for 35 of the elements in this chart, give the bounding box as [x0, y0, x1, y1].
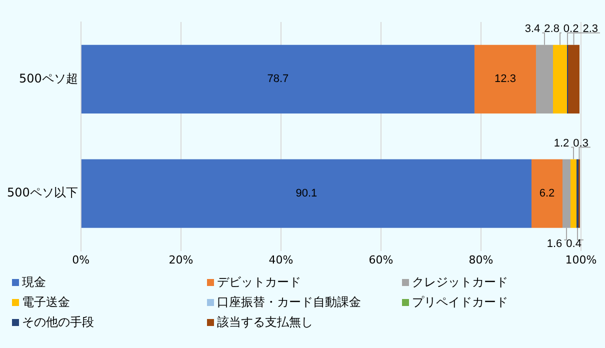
data-label: 0.2: [563, 22, 579, 35]
bar: [552, 44, 567, 114]
x-tick-label: 20%: [168, 253, 194, 266]
legend-label: その他の手段: [22, 314, 94, 331]
legend-label: 電子送金: [22, 294, 70, 311]
data-label: 90.1: [296, 188, 318, 200]
legend-label: 該当する支払無し: [217, 314, 313, 331]
y-tick-label: 500ペソ以下: [7, 186, 78, 200]
data-label: 3.4: [524, 22, 540, 35]
bar: [570, 159, 576, 228]
x-tick-label: 80%: [468, 253, 494, 266]
legend-label: プリペイドカード: [412, 294, 508, 311]
x-tick-label: 40%: [268, 253, 294, 266]
data-label: 0.4: [566, 238, 582, 250]
legend-label: クレジットカード: [412, 274, 508, 291]
data-label: 2.8: [544, 22, 560, 35]
data-label: 6.2: [539, 188, 555, 200]
data-label: 2.3: [582, 22, 598, 35]
bar: [568, 44, 580, 114]
bar: [81, 44, 474, 114]
data-label: 12.3: [494, 73, 516, 86]
data-label: 1.6: [546, 238, 562, 250]
bar: [474, 44, 536, 114]
data-label: 0.3: [573, 137, 588, 150]
legend-label: デビットカード: [217, 274, 301, 291]
x-tick-label: 60%: [368, 253, 394, 266]
y-tick-label: 500ペソ超: [19, 71, 78, 86]
legend-label: 口座振替・カード自動課金: [217, 294, 361, 311]
x-tick-label: 100%: [565, 253, 597, 266]
data-label: 78.7: [267, 73, 289, 86]
data-label: 1.2: [554, 137, 570, 150]
bar: [531, 159, 562, 228]
legend-label: 現金: [22, 274, 46, 291]
bar: [81, 159, 532, 228]
x-tick-label: 0%: [72, 253, 90, 266]
